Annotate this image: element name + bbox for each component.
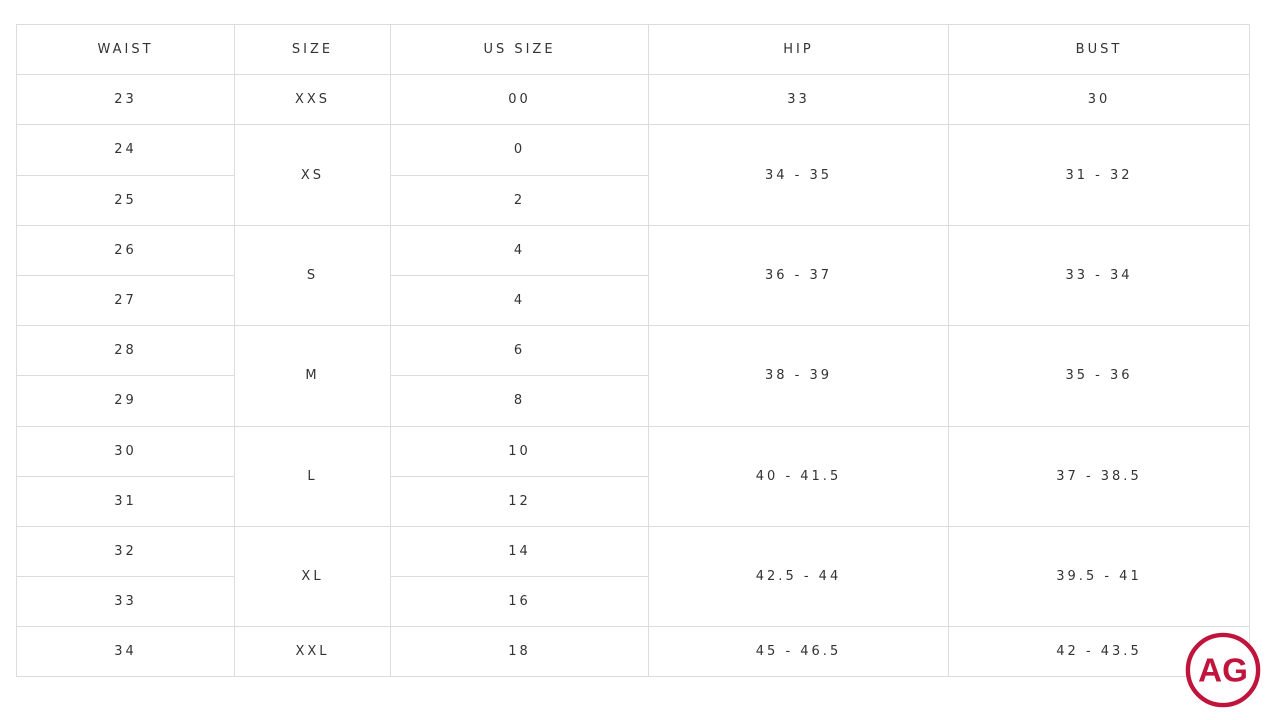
hip-cell: 45 - 46.5 [648, 626, 949, 678]
table-row: 29 8 [16, 375, 1250, 427]
bust-cell: 37 - 38.5 [948, 425, 1250, 527]
bust-cell: 33 - 34 [948, 224, 1250, 327]
waist-cell: 25 [16, 174, 235, 226]
bust-cell: 39.5 - 41 [948, 525, 1250, 628]
size-cell: XXL [234, 626, 391, 678]
waist-cell: 33 [16, 576, 235, 628]
bust-cell: 31 - 32 [948, 124, 1250, 226]
ag-logo: AG [1185, 632, 1261, 708]
table-row: 34 XXL 18 45 - 46.5 42 - 43.5 [16, 626, 1250, 678]
header-row: WAIST SIZE US SIZE HIP BUST [16, 23, 1250, 76]
logo-text: AG [1198, 653, 1248, 690]
us-size-cell: 6 [390, 325, 649, 377]
us-size-cell: 4 [390, 224, 649, 276]
header-bust: BUST [948, 23, 1250, 76]
waist-cell: 24 [16, 124, 235, 176]
waist-cell: 34 [16, 626, 235, 678]
us-size-cell: 2 [390, 174, 649, 226]
table-row: 32 XL 14 42.5 - 44 39.5 - 41 [16, 525, 1250, 628]
us-size-cell: 0 [390, 124, 649, 176]
us-size-cell: 00 [390, 74, 649, 126]
size-chart-table: WAIST SIZE US SIZE HIP BUST 23 XXS 00 33 30 2… [16, 23, 1250, 678]
us-size-cell: 4 [390, 274, 649, 327]
waist-cell: 27 [16, 274, 235, 327]
bust-cell: 35 - 36 [948, 325, 1250, 427]
bust-cell: 30 [948, 74, 1250, 126]
size-cell: L [234, 425, 391, 527]
table-row: 23 XXS 00 33 30 [16, 74, 1250, 126]
waist-cell: 29 [16, 375, 235, 427]
size-cell: S [234, 224, 391, 327]
header-us-size: US SIZE [390, 23, 649, 76]
size-cell: XXS [234, 74, 391, 126]
us-size-cell: 8 [390, 375, 649, 427]
hip-cell: 42.5 - 44 [648, 525, 949, 628]
waist-cell: 30 [16, 425, 235, 477]
us-size-cell: 16 [390, 576, 649, 628]
table-row: 28 M 6 38 - 39 35 - 36 [16, 325, 1250, 427]
table-row: 25 2 [16, 174, 1250, 226]
table-row: 26 S 4 36 - 37 33 - 34 [16, 224, 1250, 327]
hip-cell: 40 - 41.5 [648, 425, 949, 527]
us-size-cell: 10 [390, 425, 649, 477]
hip-cell: 38 - 39 [648, 325, 949, 427]
us-size-cell: 18 [390, 626, 649, 678]
hip-cell: 34 - 35 [648, 124, 949, 226]
size-cell: M [234, 325, 391, 427]
waist-cell: 32 [16, 525, 235, 578]
waist-cell: 28 [16, 325, 235, 377]
table-row: 27 4 [16, 274, 1250, 327]
table-row: 24 XS 0 34 - 35 31 - 32 [16, 124, 1250, 226]
us-size-cell: 14 [390, 525, 649, 578]
us-size-cell: 12 [390, 475, 649, 527]
size-cell: XL [234, 525, 391, 628]
waist-cell: 31 [16, 475, 235, 527]
size-cell: XS [234, 124, 391, 226]
header-hip: HIP [648, 23, 949, 76]
table-row: 30 L 10 40 - 41.5 37 - 38.5 [16, 425, 1250, 527]
hip-cell: 36 - 37 [648, 224, 949, 327]
header-waist: WAIST [16, 23, 235, 76]
waist-cell: 26 [16, 224, 235, 276]
waist-cell: 23 [16, 74, 235, 126]
header-size: SIZE [234, 23, 391, 76]
hip-cell: 33 [648, 74, 949, 126]
